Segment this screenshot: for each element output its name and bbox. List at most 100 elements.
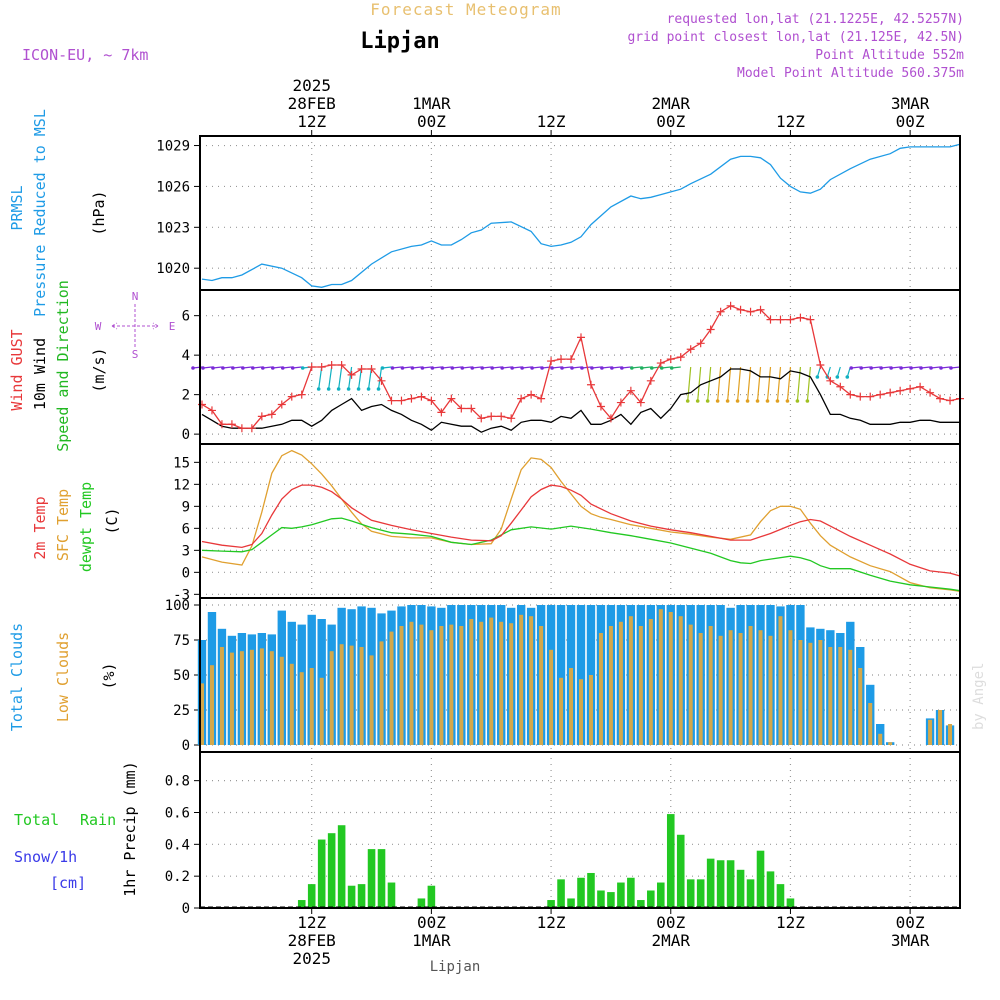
low-cloud-bar [509,623,514,745]
wind-ytick-label: 2 [182,388,190,404]
wind-gust-marker [866,392,875,401]
bottom-axis-label: 12Z [776,913,805,932]
wind-direction-arrow [348,366,353,390]
low-cloud-bar [678,616,683,745]
wind-gust-marker [706,325,715,334]
temp-ytick-label: -3 [173,587,190,603]
precip-ytick-label: 0.4 [165,837,190,853]
wind-direction-arrow [806,366,811,402]
total-clouds-label: Total Clouds [8,623,26,731]
wind-direction-arrowhead [695,399,700,403]
wind-direction-arrowhead [785,399,790,403]
low-cloud-bar [808,642,813,745]
speed-direction-label: Speed and Direction [54,280,72,452]
top-axis-label: 12Z [776,112,805,131]
low-cloud-bar [768,635,773,745]
wind-direction-arrowhead [316,387,321,391]
compass-east: E [169,320,176,333]
wind-direction-arrowhead [440,366,445,370]
low-cloud-bar [269,651,274,745]
low-cloud-bar [529,616,534,745]
wind-gust-marker [856,392,865,401]
wind-gust-marker [467,404,476,413]
low-cloud-bar [409,621,414,745]
wind-direction-arrowhead [430,366,435,370]
wind-direction-arrow [786,366,792,402]
wind-gust-marker [786,315,795,324]
wind-direction-arrow [707,366,712,402]
wind-direction-arrowhead [201,366,205,370]
compass-rose: N W E S [95,290,176,361]
sfc-temp-line [201,449,961,593]
wind-gust-marker [906,384,915,393]
dewpt-temp-line [201,517,961,592]
low-cloud-bar [938,710,943,745]
wind-direction-arrowhead [705,399,710,403]
low-cloud-bar [239,651,244,745]
wind-direction-arrowhead [366,387,371,391]
wind-gust-marker [347,370,356,379]
low-cloud-bar [279,656,284,745]
low-cloud-bar [449,624,454,745]
temp-ytick-label: 3 [182,543,190,559]
low-cloud-bar [608,626,613,745]
panels: 1020 1023 1026 1029 0 2 4 6 -3 0 3 6 9 12 15 0 25 50 75 100… [156,135,964,917]
low-cloud-bar [489,617,494,745]
cloud-ytick-label: 0 [182,738,190,754]
wind-direction-arrow [687,366,692,402]
wind-gust-marker [846,390,855,399]
low-cloud-bar [878,733,883,745]
total-cloud-bar [556,605,566,745]
pressure-ytick-label: 1026 [156,179,190,195]
rain-bar [656,882,665,908]
cloud-ytick-label: 75 [173,633,190,649]
cloud-ytick-label: 100 [165,598,190,614]
wind-gust-marker [716,307,725,316]
wind-direction-arrowhead [659,366,664,370]
wind-gust-marker [946,396,955,405]
wind-direction-arrowhead [775,399,780,403]
bottom-axis-label: 12Z [537,913,566,932]
sfc-temp-label: SFC Temp [54,489,72,561]
low-cloud-bar [429,630,434,745]
wind-gust-marker [636,398,645,407]
wind-direction-arrowhead [480,366,485,370]
wind-direction-arrowhead [290,366,295,370]
bottom-axis-label: 1MAR [412,931,451,950]
low-cloud-bar [519,614,524,745]
low-cloud-bar [229,652,234,745]
low-cloud-bar [339,644,344,745]
wind-direction-arrowhead [251,366,255,370]
wind-direction-arrow [377,366,383,390]
low-cloud-bar [579,679,583,745]
rain-bar [547,900,555,908]
rain-bar [736,869,745,908]
y-axis-labels: PRMSL Pressure Reduced to MSL (hPa) Wind GU… [8,109,175,897]
temp-ytick-label: 15 [173,455,190,471]
low-cloud-bar [838,647,843,745]
low-cloud-bar [299,672,304,745]
wind-gust-marker [217,420,226,429]
wind-gust-marker [756,305,765,314]
top-axis-label: 3MAR [891,94,930,113]
low-cloud-bar [848,649,853,745]
wind-direction-arrowhead [600,366,604,370]
low-cloud-bar [549,649,554,745]
wind-gust-marker [437,408,446,417]
wind-gust-marker [586,380,595,389]
wind-gust-marker [626,386,635,395]
wind-gust-marker [277,400,286,409]
wind-gust-marker [886,388,895,397]
wind-direction-arrowhead [620,366,624,370]
wind-direction-arrowhead [610,366,614,370]
rain-bar [696,879,705,908]
low-cloud-bar [439,626,444,745]
temp-ytick-label: 9 [182,499,190,515]
wind-gust-marker [826,376,835,385]
wind-gust-marker [746,307,755,316]
wind-gust-marker [557,355,566,364]
pressure-ytick-label: 1029 [156,139,190,155]
rain-bar [776,884,785,908]
wind-direction-arrowhead [590,366,594,370]
low-cloud-bar [708,626,713,745]
